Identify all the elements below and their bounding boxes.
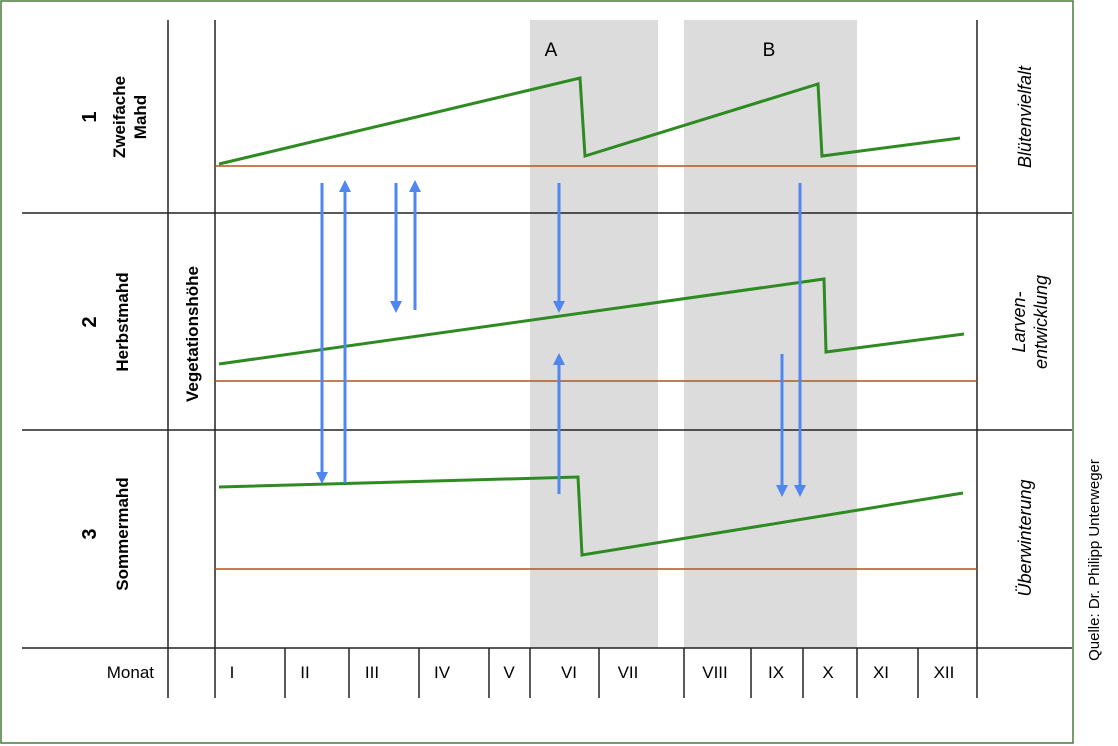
month-labels: I II III IV V VI VII VIII IX X XI XII xyxy=(230,663,955,682)
outer-frame xyxy=(0,0,1074,744)
month-label: VIII xyxy=(702,663,728,682)
row-number-1: 1 xyxy=(79,111,101,122)
row-name-2: Herbstmahd xyxy=(113,272,132,371)
row-name-1-line2: Mahd xyxy=(131,95,150,139)
mowing-window-a-label: A xyxy=(545,40,558,61)
transition-arrows xyxy=(316,180,806,497)
vegetation-curves xyxy=(218,76,965,557)
side-label-row3: Überwinterung xyxy=(1015,479,1035,596)
month-label: VII xyxy=(618,663,639,682)
vegetation-curve-row2 xyxy=(218,277,965,366)
month-label: XI xyxy=(873,663,889,682)
vegetation-curve-row1 xyxy=(218,76,961,166)
month-label: X xyxy=(822,663,833,682)
month-label: II xyxy=(300,663,309,682)
row-number-3: 3 xyxy=(79,528,101,539)
row-label-1: 1 Zweifache Mahd xyxy=(79,76,150,158)
side-label-row1: Blütenvielfalt xyxy=(1015,65,1035,168)
row-number-2: 2 xyxy=(79,316,101,327)
row-label-3: 3 Sommermahd xyxy=(79,477,132,590)
month-label: IV xyxy=(434,663,451,682)
row-name-3: Sommermahd xyxy=(113,477,132,590)
month-label: III xyxy=(365,663,379,682)
source-credit: Quelle: Dr. Philipp Unterweger xyxy=(1086,459,1103,661)
month-label: VI xyxy=(561,663,577,682)
side-label-row2-line1: Larven- xyxy=(1009,291,1029,352)
month-label: I xyxy=(230,663,235,682)
axis-label-vegetation-height: Vegetationshöhe xyxy=(183,266,202,402)
row-label-2: 2 Herbstmahd xyxy=(79,272,132,371)
row-name-1-line1: Zweifache xyxy=(110,76,129,158)
month-label: XII xyxy=(934,663,955,682)
month-label: V xyxy=(503,663,515,682)
mowing-window-b-shade xyxy=(684,20,857,648)
mowing-window-a-shade xyxy=(530,20,658,648)
vegetation-curve-row3 xyxy=(218,475,964,557)
threshold-lines xyxy=(215,165,977,570)
side-label-row2-line2: entwicklung xyxy=(1031,275,1051,369)
month-header: Monat xyxy=(107,663,155,682)
grid xyxy=(22,20,1072,698)
month-label: IX xyxy=(768,663,784,682)
mowing-window-b-label: B xyxy=(763,40,776,61)
